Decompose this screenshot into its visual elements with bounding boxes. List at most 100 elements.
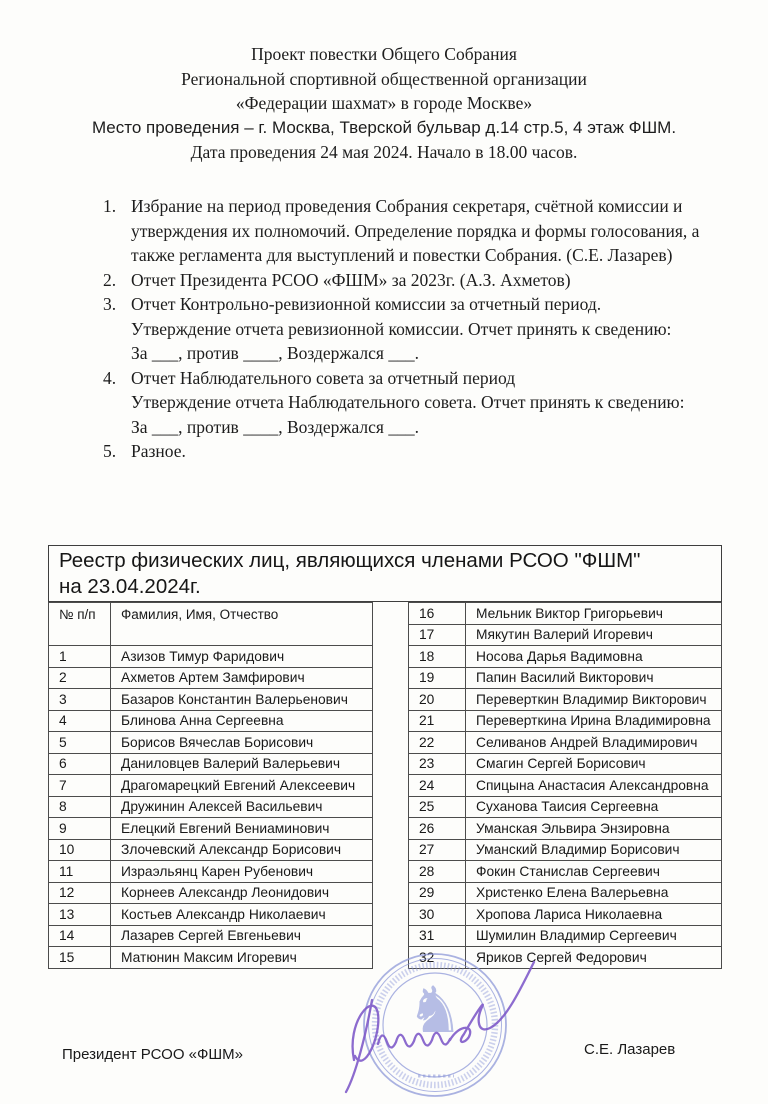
agenda-item-2: 2. Отчет Президента РСОО «ФШМ» за 2023г.… [103, 268, 728, 293]
column-header-number: № п/п [48, 602, 111, 646]
member-name: Израэльянц Карен Рубенович [110, 860, 373, 883]
member-number: 28 [408, 860, 466, 883]
member-number: 9 [48, 817, 111, 840]
member-name: Уманский Владимир Борисович [465, 838, 722, 861]
member-name: Костьев Александр Николаевич [110, 903, 373, 926]
agenda-item-3: 3. Отчет Контрольно-ревизионной комиссии… [103, 292, 728, 366]
table-row: 2 Ахметов Артем Замфирович [48, 666, 373, 689]
member-number: 22 [408, 731, 466, 754]
member-name: Смагин Сергей Борисович [465, 752, 722, 775]
member-name: Мякутин Валерий Игоревич [465, 623, 722, 646]
member-name: Блинова Анна Сергеевна [110, 709, 373, 732]
member-name: Борисов Вячеслав Борисович [110, 731, 373, 754]
member-name: Корнеев Александр Леонидович [110, 881, 373, 904]
agenda-list: 1. Избрание на период проведения Собрани… [103, 194, 728, 464]
member-name: Переверткина Ирина Владимировна [465, 709, 722, 732]
member-number: 12 [48, 881, 111, 904]
table-row: 7 Драгомарецкий Евгений Алексеевич [48, 774, 373, 797]
agenda-item-text: Отчет Президента РСОО «ФШМ» за 2023г. (А… [131, 269, 571, 290]
table-row: 26 Уманская Эльвира Энзировна [408, 817, 722, 840]
agenda-item-text: Отчет Контрольно-ревизионной комиссии за… [131, 294, 672, 363]
handwritten-signature [344, 960, 536, 1094]
member-number: 5 [48, 731, 111, 754]
agenda-item-text: Избрание на период проведения Собрания с… [131, 196, 700, 265]
table-row: 21 Переверткина Ирина Владимировна [408, 709, 722, 732]
table-row: 1 Азизов Тимур Фаридович [48, 645, 373, 668]
table-row: 8 Дружинин Алексей Васильевич [48, 795, 373, 818]
member-name: Уманская Эльвира Энзировна [465, 817, 722, 840]
member-name: Ахметов Артем Замфирович [110, 666, 373, 689]
doc-venue-line: Место проведения – г. Москва, Тверской б… [91, 117, 677, 137]
member-number: 21 [408, 709, 466, 732]
member-name: Переверткин Владимир Викторович [465, 688, 722, 711]
round-stamp: ♞ [344, 953, 536, 1097]
agenda-item-number: 2. [103, 269, 117, 290]
member-number: 13 [48, 903, 111, 926]
member-name: Носова Дарья Вадимовна [465, 645, 722, 668]
document-header: Проект повестки Общего Собрания Регионал… [0, 42, 768, 165]
member-number: 6 [48, 752, 111, 775]
table-row: 12 Корнеев Александр Леонидович [48, 881, 373, 904]
table-row: 16 Мельник Виктор Григорьевич [408, 602, 722, 625]
agenda-item-number: 4. [103, 367, 117, 388]
table-row: 15 Матюнин Максим Игоревич [48, 946, 373, 969]
member-number: 10 [48, 838, 111, 861]
agenda-item-text: Разное. [131, 441, 186, 461]
table-row: 20 Переверткин Владимир Викторович [408, 688, 722, 711]
member-name: Дружинин Алексей Васильевич [110, 795, 373, 818]
column-header-name: Фамилия, Имя, Отчество [110, 602, 373, 646]
member-name: Драгомарецкий Евгений Алексеевич [110, 774, 373, 797]
doc-title-line-3: «Федерации шахмат» в городе Москве» [235, 93, 533, 113]
member-name: Матюнин Максим Игоревич [110, 946, 373, 969]
member-number: 3 [48, 688, 111, 711]
table-row: 32 Яриков Сергей Федорович [408, 946, 722, 969]
table-row: 23 Смагин Сергей Борисович [408, 752, 722, 775]
member-number: 7 [48, 774, 111, 797]
member-name: Мельник Виктор Григорьевич [465, 602, 722, 625]
president-name-label: С.Е. Лазарев [584, 1041, 676, 1058]
member-number: 15 [48, 946, 111, 969]
agenda-item-number: 1. [103, 196, 117, 216]
table-row: 10 Злочевский Александр Борисович [48, 838, 373, 861]
table-row: 24 Спицына Анастасия Александровна [408, 774, 722, 797]
member-number: 2 [48, 666, 111, 689]
member-number: 30 [408, 903, 466, 926]
president-title-label: Президент РСОО «ФШМ» [62, 1046, 243, 1063]
member-number: 4 [48, 709, 111, 732]
table-row: 4 Блинова Анна Сергеевна [48, 709, 373, 732]
table-row: 18 Носова Дарья Вадимовна [408, 645, 722, 668]
table-row: 3 Базаров Константин Валерьенович [48, 688, 373, 711]
member-number: 27 [408, 838, 466, 861]
member-name: Даниловцев Валерий Валерьевич [110, 752, 373, 775]
table-row: 28 Фокин Станислав Сергеевич [408, 860, 722, 883]
table-row: 14 Лазарев Сергей Евгеньевич [48, 924, 373, 947]
member-name: Спицына Анастасия Александровна [465, 774, 722, 797]
registry-title: Реестр физических лиц, являющихся членам… [48, 545, 722, 602]
doc-title-line-1: Проект повестки Общего Собрания [251, 44, 517, 64]
agenda-item-4: 4. Отчет Наблюдательного совета за отчет… [103, 366, 728, 440]
member-number: 25 [408, 795, 466, 818]
member-name: Папин Василий Викторович [465, 666, 722, 689]
agenda-item-1: 1. Избрание на период проведения Собрани… [103, 194, 728, 268]
member-number: 24 [408, 774, 466, 797]
member-number: 18 [408, 645, 466, 668]
member-number: 20 [408, 688, 466, 711]
member-name: Базаров Константин Валерьенович [110, 688, 373, 711]
table-row: 17 Мякутин Валерий Игоревич [408, 623, 722, 646]
table-row: 30 Хропова Лариса Николаевна [408, 903, 722, 926]
member-number: 17 [408, 623, 466, 646]
member-name: Яриков Сергей Федорович [465, 946, 722, 969]
member-name: Селиванов Андрей Владимирович [465, 731, 722, 754]
table-row: 25 Суханова Таисия Сергеевна [408, 795, 722, 818]
member-name: Азизов Тимур Фаридович [110, 645, 373, 668]
table-row: 22 Селиванов Андрей Владимирович [408, 731, 722, 754]
members-table-left: № п/п Фамилия, Имя, Отчество 1 Азизов Тим… [48, 602, 373, 969]
member-name: Злочевский Александр Борисович [110, 838, 373, 861]
member-number: 23 [408, 752, 466, 775]
member-number: 11 [48, 860, 111, 883]
member-number: 1 [48, 645, 111, 668]
table-row: 9 Елецкий Евгений Вениаминович [48, 817, 373, 840]
member-number: 29 [408, 881, 466, 904]
agenda-item-number: 5. [103, 441, 117, 461]
